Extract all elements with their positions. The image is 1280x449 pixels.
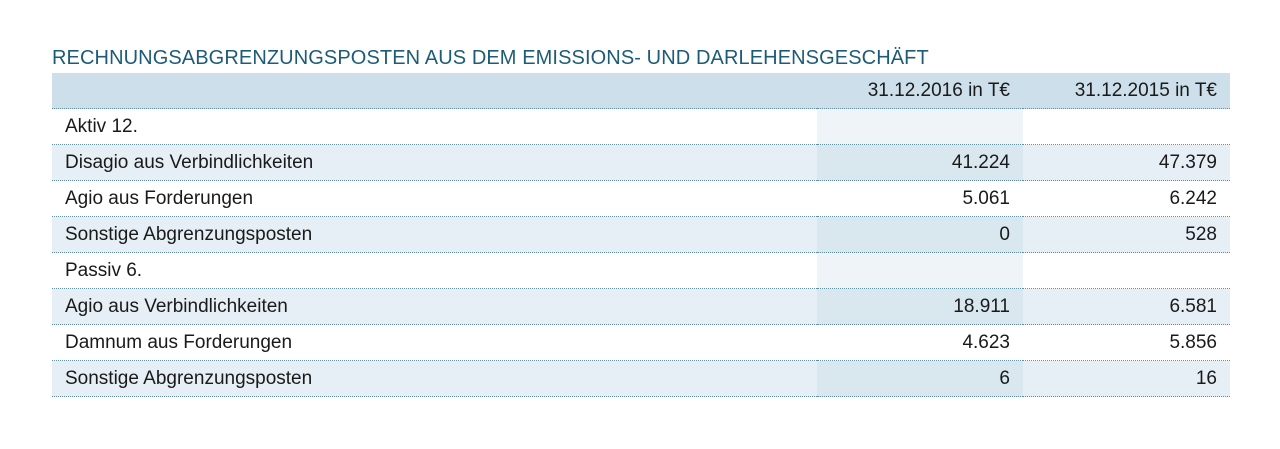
- table-row: Damnum aus Forderungen 4.623 5.856: [52, 324, 1230, 361]
- row-value-2016: [817, 252, 1023, 289]
- table-row-section: Passiv 6.: [52, 252, 1230, 289]
- table-row: Sonstige Abgrenzungsposten 6 16: [52, 360, 1230, 397]
- row-value-2015: 528: [1023, 216, 1230, 253]
- table-row-section: Aktiv 12.: [52, 108, 1230, 145]
- row-value-2016: 4.623: [817, 324, 1023, 361]
- column-header-label: [52, 73, 817, 109]
- row-value-2015: 6.581: [1023, 288, 1230, 325]
- table-row: Agio aus Verbindlichkeiten 18.911 6.581: [52, 288, 1230, 325]
- table-row: Sonstige Abgrenzungsposten 0 528: [52, 216, 1230, 253]
- row-value-2016: 18.911: [817, 288, 1023, 325]
- row-label: Aktiv 12.: [52, 108, 817, 145]
- table-container: RECHNUNGSABGRENZUNGSPOSTEN AUS DEM EMISS…: [52, 44, 1230, 397]
- row-value-2015: [1023, 252, 1230, 289]
- row-value-2016: 41.224: [817, 144, 1023, 181]
- table-row: Agio aus Forderungen 5.061 6.242: [52, 180, 1230, 217]
- row-label: Passiv 6.: [52, 252, 817, 289]
- table-title: RECHNUNGSABGRENZUNGSPOSTEN AUS DEM EMISS…: [52, 47, 929, 69]
- data-table: 31.12.2016 in T€ 31.12.2015 in T€ Aktiv …: [52, 73, 1230, 397]
- row-value-2016: 5.061: [817, 180, 1023, 217]
- row-label: Disagio aus Verbindlichkeiten: [52, 144, 817, 181]
- row-value-2016: [817, 108, 1023, 145]
- row-label: Agio aus Verbindlichkeiten: [52, 288, 817, 325]
- table-row: Disagio aus Verbindlichkeiten 41.224 47.…: [52, 144, 1230, 181]
- row-label: Sonstige Abgrenzungsposten: [52, 360, 817, 397]
- row-label: Sonstige Abgrenzungsposten: [52, 216, 817, 253]
- table-header-row: 31.12.2016 in T€ 31.12.2015 in T€: [52, 73, 1230, 109]
- row-value-2016: 0: [817, 216, 1023, 253]
- column-header-2016: 31.12.2016 in T€: [817, 73, 1023, 109]
- row-value-2015: 16: [1023, 360, 1230, 397]
- row-value-2015: [1023, 108, 1230, 145]
- row-value-2016: 6: [817, 360, 1023, 397]
- row-label: Agio aus Forderungen: [52, 180, 817, 217]
- row-label: Damnum aus Forderungen: [52, 324, 817, 361]
- row-value-2015: 47.379: [1023, 144, 1230, 181]
- column-header-2015: 31.12.2015 in T€: [1023, 73, 1230, 109]
- row-value-2015: 5.856: [1023, 324, 1230, 361]
- row-value-2015: 6.242: [1023, 180, 1230, 217]
